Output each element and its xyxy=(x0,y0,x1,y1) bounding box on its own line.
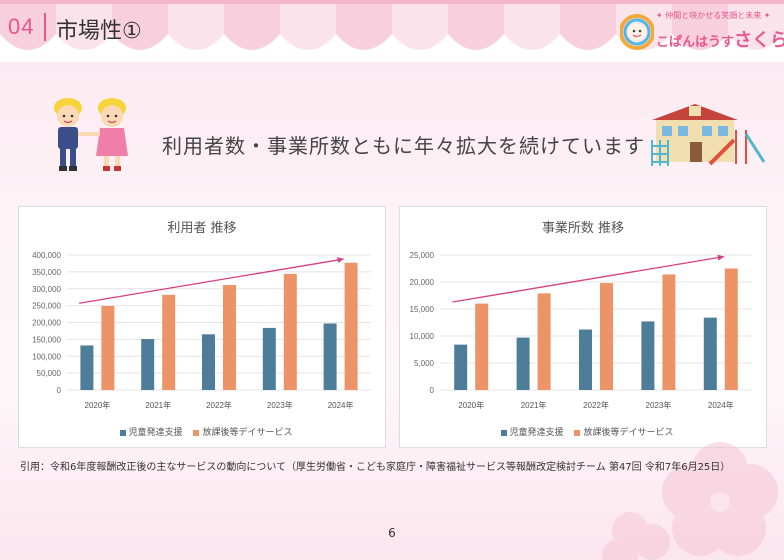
y-tick-label: 150,000 xyxy=(32,335,61,344)
awning-scallop xyxy=(0,0,56,50)
awning-scallop xyxy=(728,0,784,50)
legend-series-1: 児童発達支援 xyxy=(509,428,564,438)
bar-series-1 xyxy=(262,327,276,390)
y-tick-label: 400,000 xyxy=(32,251,61,260)
x-tick-label: 2020年 xyxy=(85,400,111,410)
awning-scallop xyxy=(336,0,392,50)
users-chart: 0 50,000 100,000 150,000 200,000 250,000 300,0… xyxy=(32,251,371,410)
users-chart-legend: 児童発達支援 放課後等デイサービス xyxy=(19,425,385,438)
awning-scallop xyxy=(112,0,168,50)
y-tick-label: 50,000 xyxy=(37,369,62,378)
logo-brand: こぱんはうすさくら xyxy=(656,30,784,51)
awning-decoration xyxy=(0,0,784,50)
bar-series-2 xyxy=(162,294,176,390)
x-tick-label: 2023年 xyxy=(267,400,293,410)
awning-scallop xyxy=(560,0,616,50)
bar-series-1 xyxy=(641,321,655,390)
awning-scallop xyxy=(280,0,336,50)
y-tick-label: 250,000 xyxy=(32,302,61,311)
bar-series-2 xyxy=(724,268,738,390)
children-illustration xyxy=(54,98,128,171)
bar-series-1 xyxy=(323,323,337,390)
trend-arrow-line xyxy=(452,255,725,303)
facilities-chart: 0 5,000 10,000 15,000 20,000 25,000 2020年 2021年… xyxy=(410,251,752,410)
bar-series-2 xyxy=(475,303,489,390)
x-tick-label: 2021年 xyxy=(521,400,547,410)
bar-series-1 xyxy=(141,339,155,390)
y-tick-label: 0 xyxy=(430,386,435,395)
bar-series-2 xyxy=(223,285,236,390)
bar-series-2 xyxy=(662,274,676,390)
headline: 利用者数・事業所数ともに年々拡大を続けています xyxy=(162,134,645,158)
awning-scallop xyxy=(448,0,504,50)
bar-series-1 xyxy=(454,344,468,390)
header-bar: 04 市場性① ✦ 仲間と咲かせる笑顔と未来 ✦ こぱんはうすさくら xyxy=(0,0,784,62)
awning-top-strip xyxy=(0,0,784,4)
bar-series-2 xyxy=(600,283,613,390)
source-citation: 引用：令和6年度報酬改正後の主なサービスの動向について（厚生労働省・こども家庭庁… xyxy=(20,462,731,473)
page-number: 6 xyxy=(388,526,396,540)
x-tick-label: 2020年 xyxy=(458,400,484,410)
y-tick-label: 350,000 xyxy=(32,268,61,277)
awning-scallop xyxy=(224,0,280,50)
awning-scallop xyxy=(168,0,224,50)
users-chart-panel: 利用者 推移 0 50,000 100,000 150,000 200,000 250,0… xyxy=(18,206,386,448)
brand-logo: ✦ 仲間と咲かせる笑顔と未来 ✦ こぱんはうすさくら xyxy=(620,10,784,54)
y-tick-label: 100,000 xyxy=(32,352,61,361)
legend-series-2: 放課後等デイサービス xyxy=(583,428,674,438)
facilities-chart-panel: 事業所数 推移 0 5,000 10,000 15,000 20,000 25,000 20… xyxy=(399,206,767,448)
awning-scallop xyxy=(504,0,560,50)
y-tick-label: 15,000 xyxy=(410,305,435,314)
y-tick-label: 20,000 xyxy=(410,278,435,287)
school-building-illustration xyxy=(651,104,766,166)
x-tick-label: 2024年 xyxy=(328,400,354,410)
title-divider xyxy=(44,13,46,41)
y-tick-label: 10,000 xyxy=(410,332,435,341)
x-tick-label: 2022年 xyxy=(206,400,232,410)
sakura-decoration-icon xyxy=(602,442,778,560)
rainbow-logo-icon xyxy=(620,14,654,50)
facilities-chart-title: 事業所数 推移 xyxy=(541,221,625,236)
bar-series-1 xyxy=(516,337,530,390)
users-chart-title: 利用者 推移 xyxy=(167,221,237,236)
bar-series-2 xyxy=(344,262,358,390)
bar-series-1 xyxy=(703,317,717,390)
legend-series-1: 児童発達支援 xyxy=(128,428,183,438)
trend-arrow-line xyxy=(79,258,344,304)
x-tick-label: 2023年 xyxy=(646,400,672,410)
y-tick-label: 5,000 xyxy=(414,359,435,368)
y-tick-label: 0 xyxy=(57,386,62,395)
trend-arrow-head xyxy=(337,257,344,263)
section-number: 04 xyxy=(8,14,35,39)
awning-scallop xyxy=(56,0,112,50)
facilities-chart-legend: 児童発達支援 放課後等デイサービス xyxy=(400,425,766,438)
legend-series-2: 放課後等デイサービス xyxy=(202,428,293,438)
bar-series-1 xyxy=(579,329,592,390)
bar-series-2 xyxy=(283,273,297,390)
logo-tagline: ✦ 仲間と咲かせる笑顔と未来 ✦ xyxy=(656,11,771,20)
bar-series-2 xyxy=(537,293,551,390)
bar-series-1 xyxy=(80,345,94,390)
awning-scallop xyxy=(672,0,728,50)
bar-series-1 xyxy=(202,334,215,390)
page-title: 市場性① xyxy=(56,19,142,44)
x-tick-label: 2024年 xyxy=(708,400,734,410)
awning-scallop xyxy=(392,0,448,50)
y-tick-label: 300,000 xyxy=(32,285,61,294)
bar-series-2 xyxy=(101,305,115,390)
x-tick-label: 2021年 xyxy=(145,400,171,410)
y-tick-label: 200,000 xyxy=(32,319,61,328)
trend-arrow-head xyxy=(717,254,724,261)
x-tick-label: 2022年 xyxy=(583,400,609,410)
y-tick-label: 25,000 xyxy=(410,251,435,260)
